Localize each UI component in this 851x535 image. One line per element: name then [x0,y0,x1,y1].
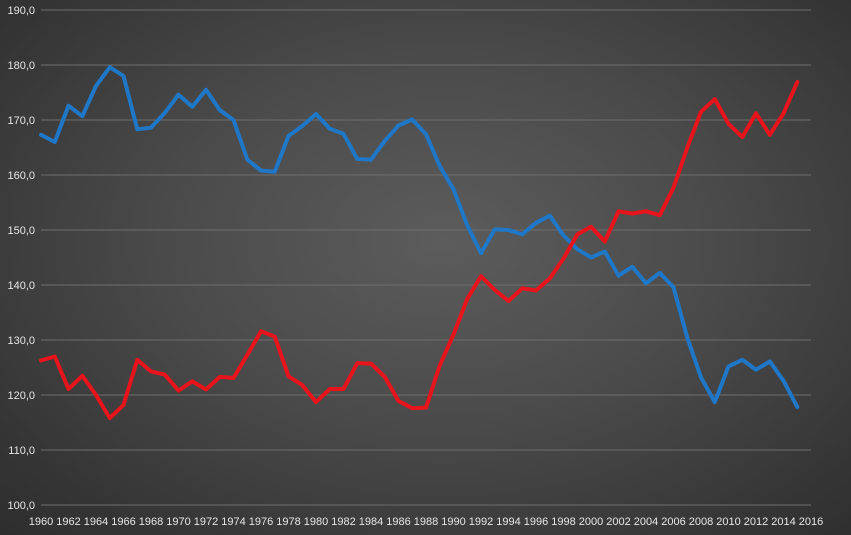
x-tick-label: 1994 [496,516,520,528]
x-tick-label: 1998 [551,516,575,528]
x-tick-label: 1968 [139,516,163,528]
y-tick-label: 140,0 [7,280,35,292]
x-tick-label: 1972 [194,516,218,528]
y-tick-label: 100,0 [7,500,35,512]
series-line-1 [39,65,800,410]
x-tick-label: 1970 [166,516,190,528]
x-tick-label: 1980 [304,516,328,528]
x-tick-label: 1990 [441,516,465,528]
y-tick-label: 120,0 [7,390,35,402]
gridlines [41,9,811,506]
x-tick-label: 1962 [56,516,80,528]
x-tick-label: 1982 [331,516,355,528]
y-axis-labels: 100,0 110,0 120,0 130,0 140,0 150,0 160,0 170,0… [7,5,35,512]
x-tick-label: 1976 [249,516,273,528]
x-tick-label: 2010 [716,516,740,528]
x-tick-label: 2002 [606,516,630,528]
x-tick-label: 2014 [771,516,795,528]
series-line-2 [39,80,800,421]
x-tick-label: 2006 [661,516,685,528]
x-tick-label: 2008 [689,516,713,528]
y-tick-label: 170,0 [7,115,35,127]
x-tick-label: 1964 [84,516,108,528]
y-tick-label: 150,0 [7,225,35,237]
series-lines [39,65,800,421]
x-tick-label: 1966 [111,516,135,528]
x-tick-label: 1992 [469,516,493,528]
x-tick-label: 1978 [276,516,300,528]
y-tick-label: 180,0 [7,60,35,72]
x-tick-label: 2012 [744,516,768,528]
x-tick-label: 1986 [386,516,410,528]
y-tick-label: 110,0 [8,445,35,457]
y-tick-label: 190,0 [7,5,35,17]
x-tick-label: 1960 [29,516,53,528]
x-tick-label: 2016 [799,516,823,528]
x-tick-label: 1974 [221,516,245,528]
x-tick-label: 2004 [634,516,658,528]
x-tick-label: 2000 [579,516,603,528]
y-tick-label: 130,0 [7,335,35,347]
x-tick-label: 1984 [359,516,383,528]
x-tick-label: 1988 [414,516,438,528]
y-tick-label: 160,0 [7,170,35,182]
x-tick-label: 1996 [524,516,548,528]
x-axis-labels: 1960 1962 1964 1966 1968 1970 1972 1974 1976 1978… [29,516,823,528]
